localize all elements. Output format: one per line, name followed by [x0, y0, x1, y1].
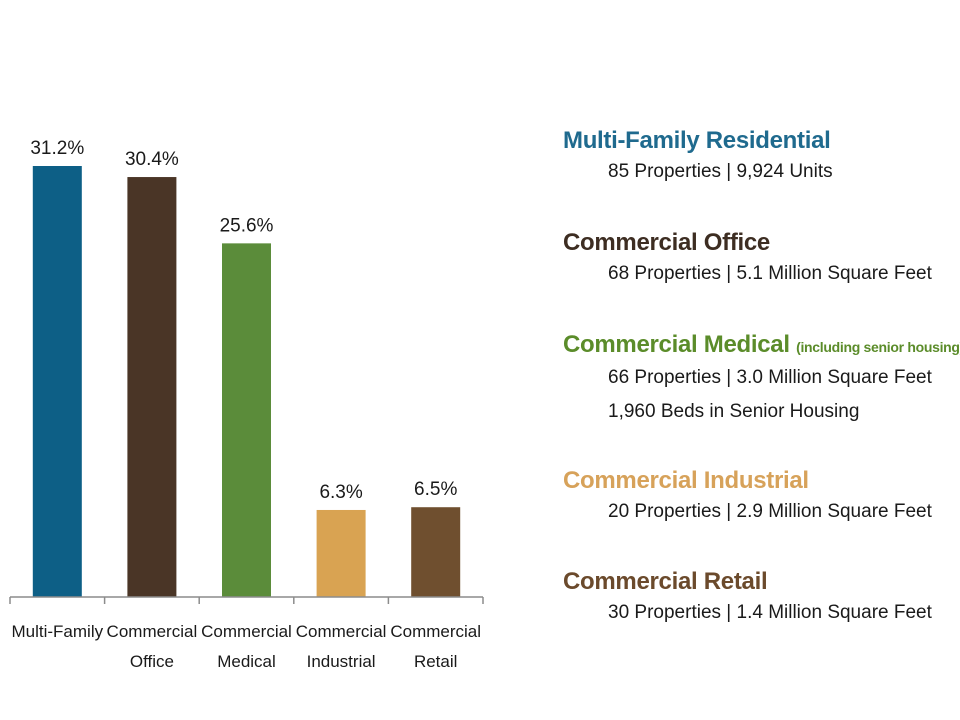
bar	[316, 509, 366, 597]
legend-title: Commercial Medical (including senior hou…	[563, 331, 960, 361]
bar	[32, 166, 82, 597]
tick-label: Industrial	[307, 652, 376, 671]
legend-title-note: (including senior housing)	[796, 339, 960, 355]
legend-entry-office: Commercial Office 68 Properties | 5.1 Mi…	[563, 229, 953, 291]
tick-label: Commercial	[107, 622, 198, 641]
bar	[411, 507, 461, 597]
tick-label: Retail	[414, 652, 457, 671]
tick-label: Commercial	[201, 622, 292, 641]
legend-detail: 66 Properties | 3.0 Million Square Feet	[608, 367, 932, 388]
legend-entry-industrial: Commercial Industrial 20 Properties | 2.…	[563, 467, 953, 529]
legend-entry-medical: Commercial Medical (including senior hou…	[563, 331, 960, 429]
bars	[32, 166, 461, 598]
legend-title-text: Multi-Family Residential	[563, 127, 831, 154]
legend-detail: 20 Properties | 2.9 Million Square Feet	[608, 501, 932, 522]
legend-title-text: Commercial Retail	[563, 568, 768, 595]
data-label: 25.6%	[220, 215, 274, 236]
legend-title: Commercial Industrial	[563, 467, 953, 495]
legend-title: Multi-Family Residential	[563, 127, 953, 155]
tick-label: Office	[130, 652, 174, 671]
legend-panel: Multi-Family Residential 85 Properties |…	[563, 0, 960, 720]
tick-label: Medical	[217, 652, 276, 671]
x-axis: Multi-Family CommercialOfficeCommercialMe…	[9, 596, 484, 671]
legend-detail: 30 Properties | 1.4 Million Square Feet	[608, 602, 932, 623]
legend-title: Commercial Office	[563, 229, 953, 257]
tick-label: Commercial	[390, 622, 481, 641]
legend-title-text: Commercial Office	[563, 229, 770, 256]
legend-detail: 85 Properties | 9,924 Units	[608, 161, 833, 182]
legend-entry-multi-family: Multi-Family Residential 85 Properties |…	[563, 127, 953, 189]
tick-label: Multi-Family	[11, 622, 103, 641]
legend-title-text: Commercial Medical	[563, 331, 790, 358]
bar	[127, 177, 177, 598]
legend-title-text: Commercial Industrial	[563, 467, 809, 494]
value-labels: 31.2% 30.4% 25.6% 6.3% 6.5%	[30, 138, 457, 503]
legend-detail: 68 Properties | 5.1 Million Square Feet	[608, 263, 932, 284]
data-label: 30.4%	[125, 149, 179, 170]
data-label: 6.5%	[414, 479, 457, 500]
bar	[222, 243, 271, 597]
bar-chart: 31.2%30.4%25.6%6.3% 6.5% Multi-Family Comm…	[9, 138, 484, 671]
data-label: 6.3%	[319, 482, 362, 503]
legend-entry-retail: Commercial Retail 30 Properties | 1.4 Mi…	[563, 568, 953, 630]
tick-label: Commercial	[296, 622, 387, 641]
legend-detail: 1,960 Beds in Senior Housing	[608, 401, 860, 422]
data-label: 31.2%	[30, 138, 84, 159]
legend-title: Commercial Retail	[563, 568, 953, 596]
